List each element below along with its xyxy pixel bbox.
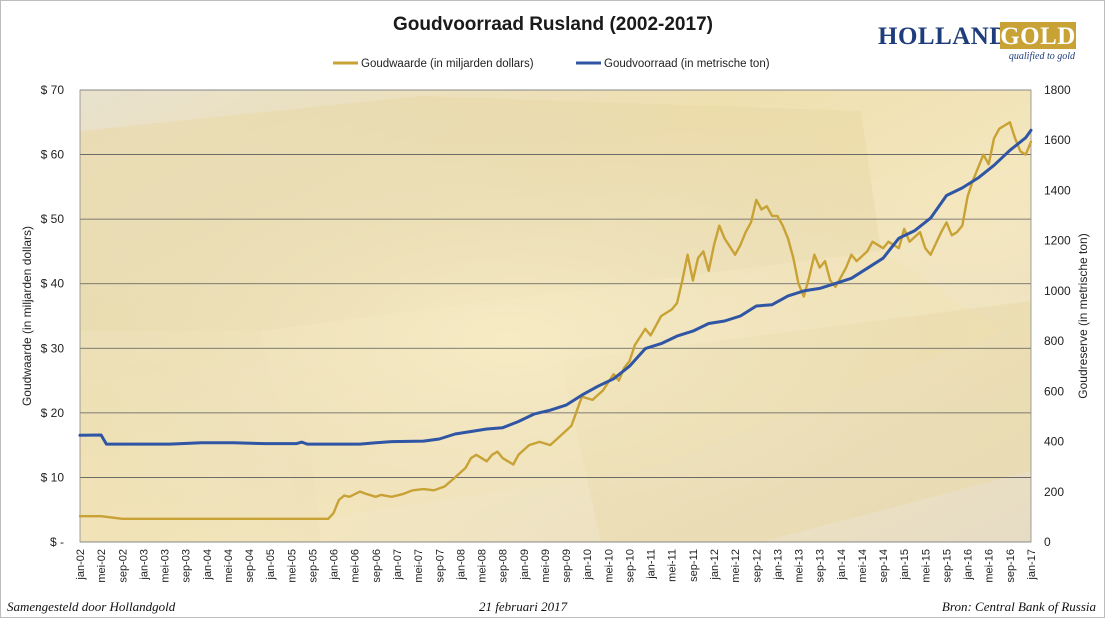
right-tick-label: 1200 xyxy=(1044,234,1071,248)
x-tick-label: mei-05 xyxy=(286,549,298,583)
right-axis-ticks: 0 200 400 600 800 1000 1200 1400 1600 1800 xyxy=(1044,83,1071,549)
x-tick-label: mei-12 xyxy=(730,549,742,583)
left-tick-label: $ 50 xyxy=(41,212,65,226)
right-tick-label: 200 xyxy=(1044,485,1064,499)
x-tick-label: mei-02 xyxy=(96,549,108,583)
footer-date: 21 februari 2017 xyxy=(479,599,568,614)
x-tick-label: mei-15 xyxy=(920,549,932,583)
x-tick-label: jan-09 xyxy=(519,549,531,581)
x-tick-label: mei-14 xyxy=(857,549,869,583)
x-axis-ticks: jan-02 mei-02 sep-02 jan-03 mei-03 sep-03 jan-… xyxy=(75,549,1038,583)
left-axis-ticks: $ - $ 10 $ 20 $ 30 $ 40 $ 50 $ 60 $ 70 xyxy=(41,83,65,549)
series-lines xyxy=(78,121,1033,520)
x-tick-label: jan-15 xyxy=(899,549,911,581)
logo-gold-box xyxy=(1000,22,1076,49)
x-tick-label: sep-05 xyxy=(307,549,319,583)
x-tick-label: sep-03 xyxy=(181,549,193,583)
x-tick-label: jan-10 xyxy=(582,549,594,581)
x-tick-label: jan-17 xyxy=(1026,549,1038,581)
logo-word-gold: GOLD xyxy=(1000,23,1076,50)
hollandgold-logo: HOLLAND GOLD qualified to gold xyxy=(878,22,1076,62)
legend: Goudwaarde (in miljarden dollars) Goudvo… xyxy=(333,58,770,70)
left-tick-label: $ - xyxy=(50,535,64,549)
x-tick-label: sep-13 xyxy=(815,549,827,583)
legend-label-goudvoorraad: Goudvoorraad (in metrische ton) xyxy=(604,58,770,70)
x-tick-label: jan-16 xyxy=(963,549,975,581)
x-tick-label: mei-06 xyxy=(350,549,362,583)
x-tick-label: jan-05 xyxy=(265,549,277,581)
right-tick-label: 1400 xyxy=(1044,183,1071,197)
x-tick-label: sep-15 xyxy=(941,549,953,583)
left-tick-label: $ 10 xyxy=(41,470,65,484)
x-tick-label: mei-10 xyxy=(603,549,615,583)
x-tick-label: sep-12 xyxy=(751,549,763,583)
x-tick-label: jan-08 xyxy=(455,549,467,581)
x-tick-label: mei-03 xyxy=(160,549,172,583)
x-tick-label: sep-10 xyxy=(624,549,636,583)
legend-label-goudwaarde: Goudwaarde (in miljarden dollars) xyxy=(361,58,534,70)
x-tick-label: mei-07 xyxy=(413,549,425,583)
left-tick-label: $ 20 xyxy=(41,406,65,420)
x-tick-label: mei-09 xyxy=(540,549,552,583)
logo-word-holland: HOLLAND xyxy=(878,23,1008,50)
right-tick-label: 1000 xyxy=(1044,284,1071,298)
x-tick-label: sep-08 xyxy=(498,549,510,583)
right-tick-label: 0 xyxy=(1044,535,1051,549)
right-tick-label: 800 xyxy=(1044,334,1064,348)
x-tick-label: sep-16 xyxy=(1005,549,1017,583)
x-tick-label: mei-11 xyxy=(667,549,679,582)
right-tick-label: 400 xyxy=(1044,435,1064,449)
right-tick-label: 1600 xyxy=(1044,133,1071,147)
series-line-goudvoorraad xyxy=(78,128,1033,446)
x-tick-label: jan-14 xyxy=(836,549,848,581)
x-tick-label: sep-07 xyxy=(434,549,446,583)
x-tick-label: sep-14 xyxy=(878,549,890,583)
x-tick-label: mei-04 xyxy=(223,549,235,583)
x-tick-label: mei-13 xyxy=(794,549,806,583)
plot-background xyxy=(80,90,1031,542)
x-tick-label: jan-04 xyxy=(202,549,214,581)
footer-source: Bron: Central Bank of Russia xyxy=(941,599,1096,614)
right-axis-title: Goudreserve (in metrische ton) xyxy=(1076,233,1090,398)
x-tick-label: jan-07 xyxy=(392,549,404,581)
x-tick-label: mei-08 xyxy=(477,549,489,583)
x-tick-label: sep-06 xyxy=(371,549,383,583)
right-tick-label: 1800 xyxy=(1044,83,1071,97)
footer-compiled-by: Samengesteld door Hollandgold xyxy=(7,599,176,614)
x-tick-label: sep-02 xyxy=(117,549,129,583)
left-tick-label: $ 30 xyxy=(41,341,65,355)
left-tick-label: $ 70 xyxy=(41,83,65,97)
right-tick-label: 600 xyxy=(1044,384,1064,398)
x-tick-label: jan-03 xyxy=(138,549,150,581)
x-tick-label: sep-04 xyxy=(244,549,256,583)
x-tick-label: jan-06 xyxy=(329,549,341,581)
chart-title: Goudvoorraad Rusland (2002-2017) xyxy=(393,14,713,35)
x-tick-label: sep-11 xyxy=(688,549,700,582)
logo-tagline: qualified to gold xyxy=(1009,51,1076,62)
left-tick-label: $ 60 xyxy=(41,148,65,162)
x-tick-label: jan-13 xyxy=(772,549,784,581)
left-axis-title: Goudwaarde (in miljarden dollars) xyxy=(20,226,34,406)
x-tick-label: jan-02 xyxy=(75,549,87,581)
series-line-goudwaarde xyxy=(78,121,1033,520)
left-tick-label: $ 40 xyxy=(41,277,65,291)
gridlines xyxy=(79,89,1032,543)
x-tick-label: jan-11 xyxy=(646,549,658,580)
x-tick-label: jan-12 xyxy=(709,549,721,581)
x-tick-label: sep-09 xyxy=(561,549,573,583)
x-tick-label: mei-16 xyxy=(984,549,996,583)
plot-border xyxy=(79,89,1032,543)
